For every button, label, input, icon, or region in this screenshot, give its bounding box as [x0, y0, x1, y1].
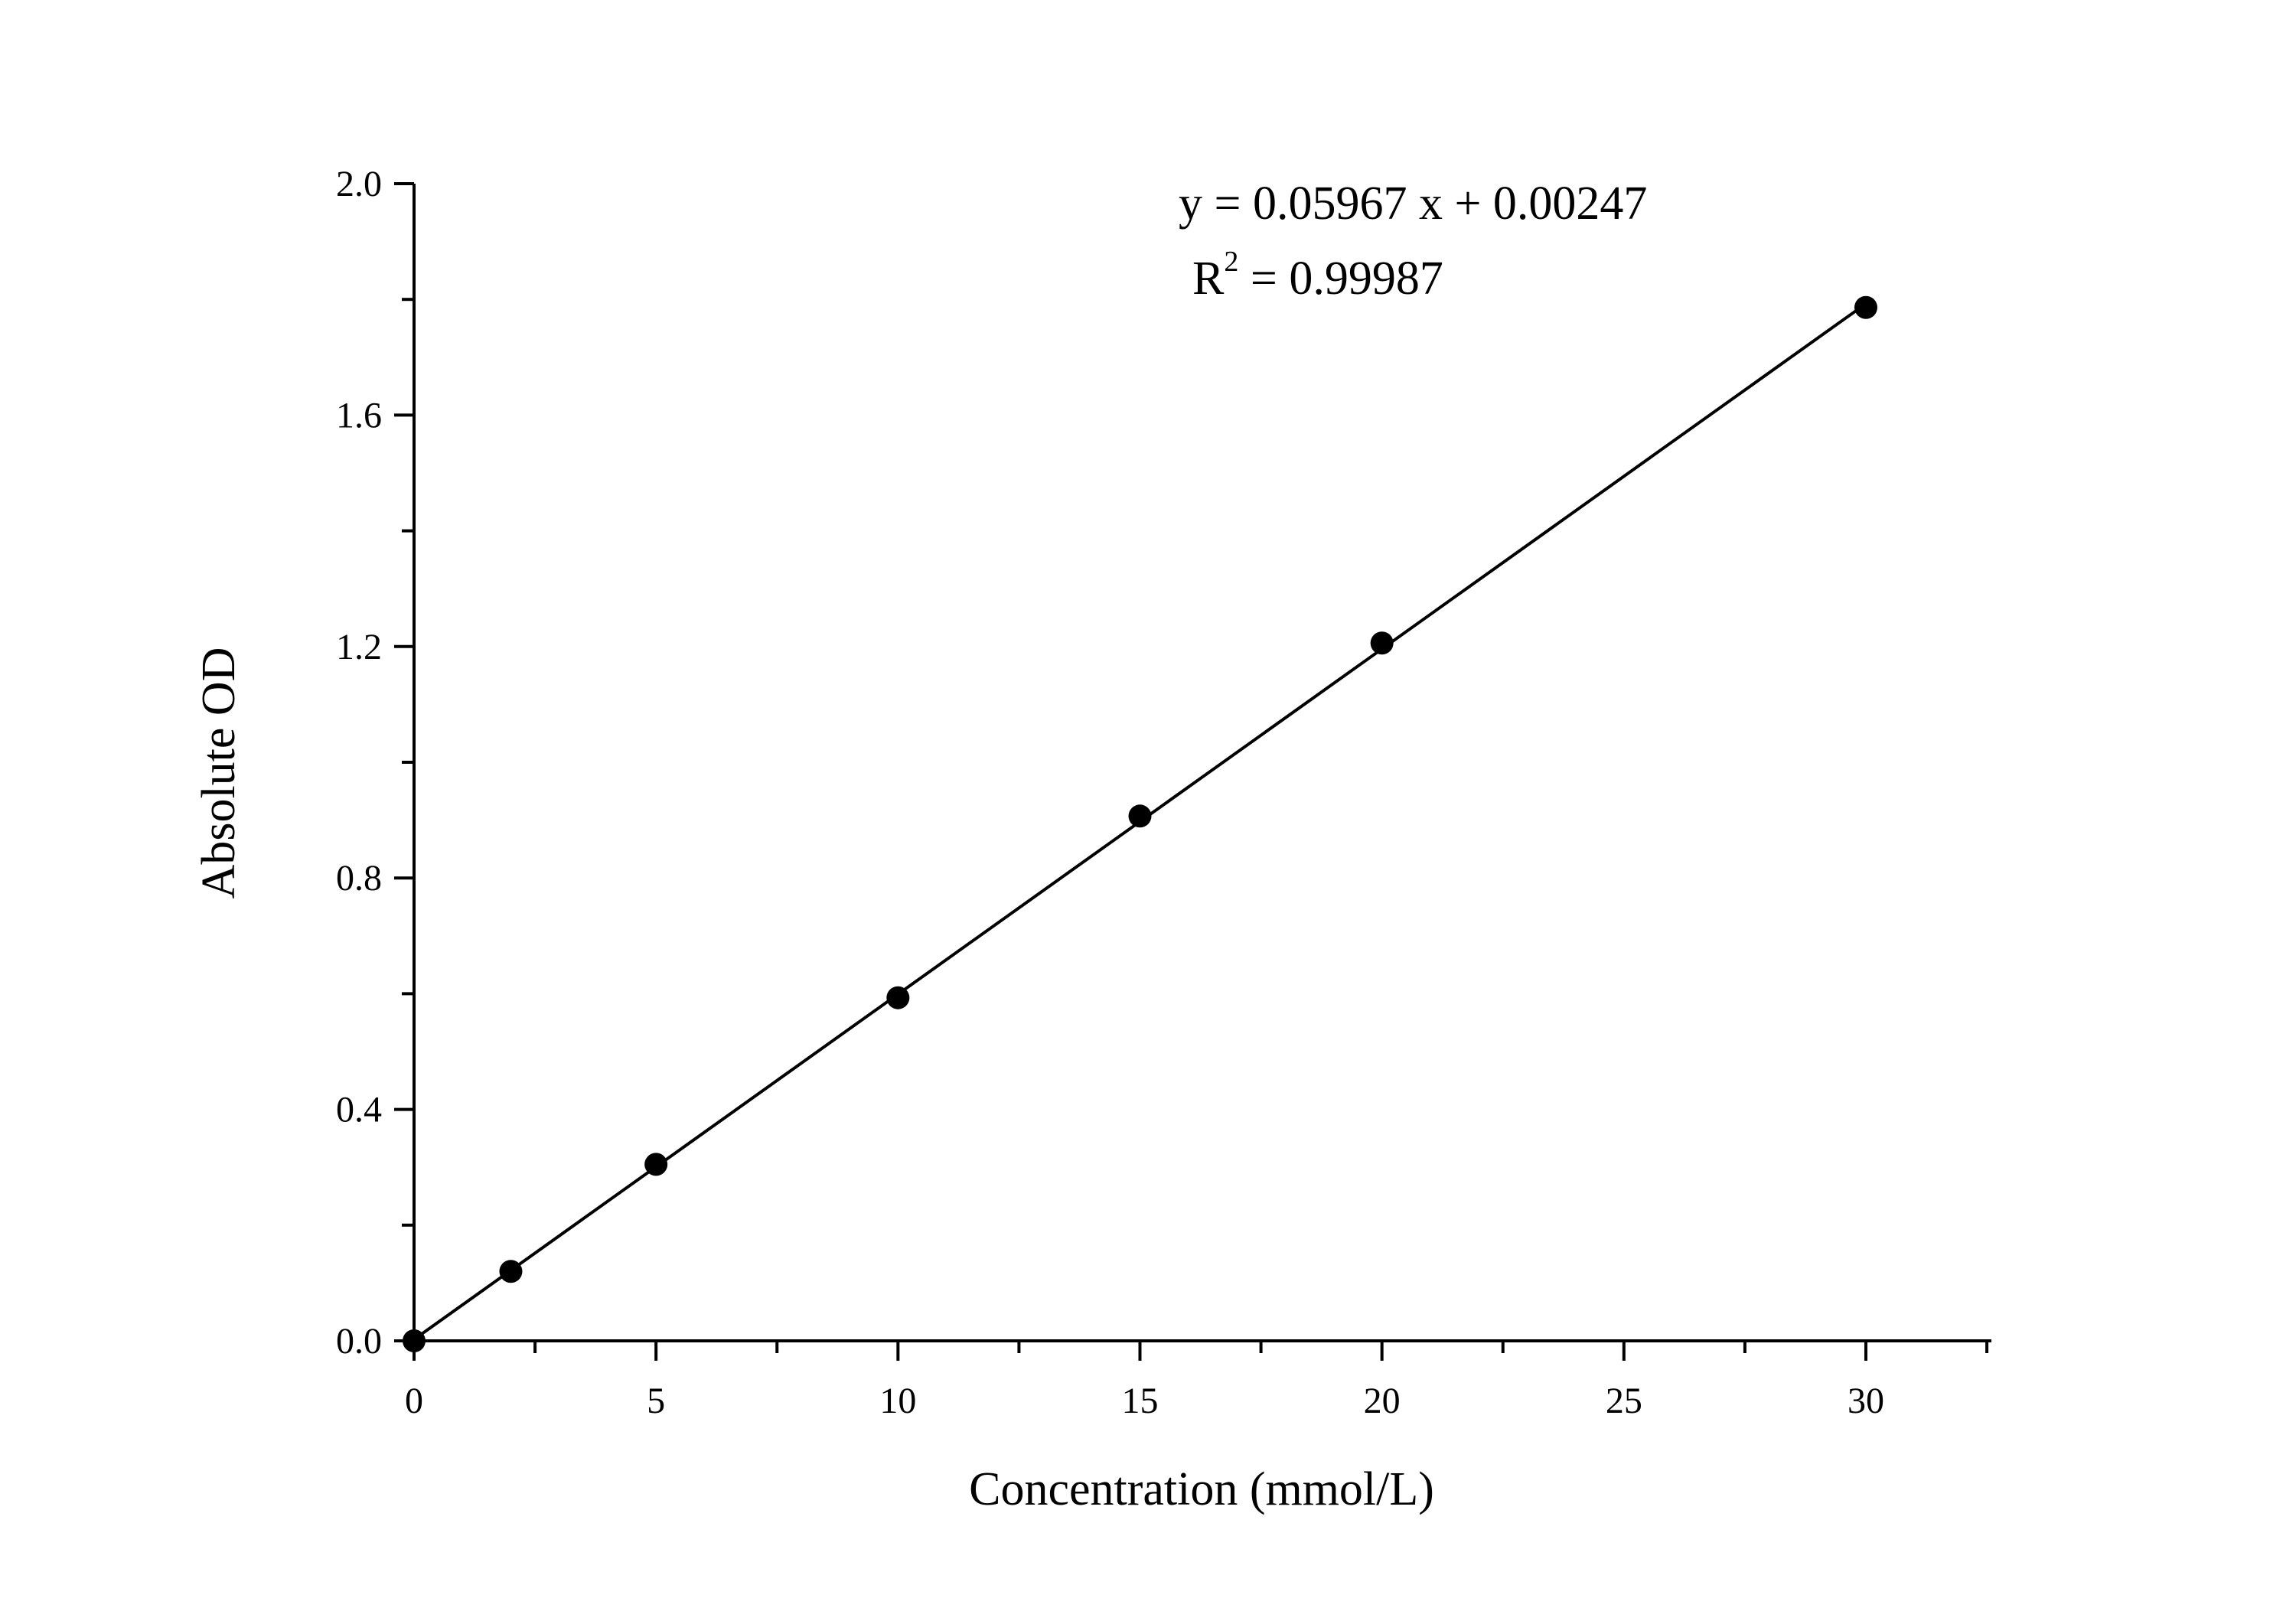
x-tick-label: 20 [1364, 1381, 1401, 1421]
data-points [403, 295, 1877, 1352]
data-point [403, 1329, 426, 1352]
data-point [886, 986, 910, 1009]
y-tick-label: 0.8 [336, 858, 382, 898]
data-point [644, 1153, 668, 1176]
y-tick-label: 1.2 [336, 627, 382, 667]
r-squared-value: = 0.99987 [1238, 253, 1443, 305]
y-axis-title: Absolute OD [193, 647, 245, 899]
x-ticks: 0 5 10 15 20 25 30 [405, 1341, 1989, 1421]
data-point [499, 1260, 523, 1283]
x-axis-title: Concentration (mmol/L) [969, 1463, 1434, 1515]
data-point [1128, 804, 1152, 828]
r-squared-base: R [1192, 253, 1225, 305]
y-tick-label: 0.0 [336, 1321, 382, 1362]
y-tick-label: 1.6 [336, 395, 382, 435]
y-tick-label: 2.0 [336, 164, 382, 204]
x-tick-label: 30 [1848, 1381, 1884, 1421]
y-tick-label: 0.4 [336, 1090, 382, 1130]
r-squared-annotation: R2 = 0.99987 [1192, 246, 1443, 305]
x-tick-label: 5 [647, 1381, 665, 1421]
x-tick-label: 15 [1122, 1381, 1159, 1421]
x-tick-label: 10 [879, 1381, 916, 1421]
x-tick-label: 0 [405, 1381, 423, 1421]
x-tick-label: 25 [1606, 1381, 1642, 1421]
fit-equation-annotation: y = 0.05967 x + 0.00247 [1179, 178, 1647, 230]
data-point [1370, 631, 1394, 655]
y-ticks: 0.0 0.4 0.8 1.2 1.6 2.0 [336, 164, 414, 1362]
r-squared-exponent: 2 [1224, 246, 1238, 278]
data-point [1854, 295, 1877, 319]
